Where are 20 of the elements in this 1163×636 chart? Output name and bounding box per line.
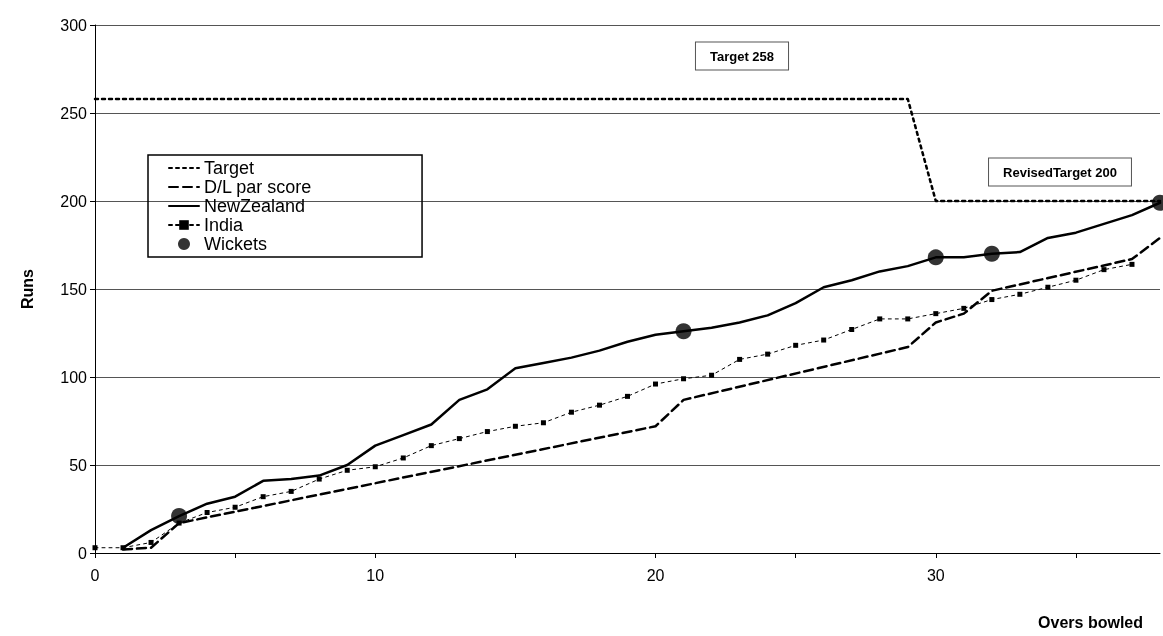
y-tick-label: 250 (60, 104, 88, 122)
legend-label: D/L par score (204, 177, 312, 197)
y-axis-title: Runs (18, 268, 36, 309)
annotation: Target 258 (709, 48, 775, 64)
x-tick-label: 30 (926, 566, 945, 584)
x-tick-label: 20 (646, 566, 665, 584)
annotation: RevisedTarget 200 (1003, 164, 1117, 180)
y-tick-label: 200 (60, 192, 88, 210)
y-tick-label: 50 (69, 456, 88, 474)
x-tick-label: 0 (90, 566, 100, 584)
legend-label: NewZealand (204, 196, 306, 216)
x-tick-label: 10 (366, 566, 385, 584)
y-tick-label: 150 (60, 280, 88, 298)
x-axis-title: Overs bowled (1038, 613, 1143, 631)
legend-label: India (204, 215, 245, 235)
y-tick-label: 100 (60, 368, 88, 386)
legend-label: Target (204, 158, 255, 178)
y-tick-label: 0 (78, 544, 88, 562)
y-tick-label: 300 (60, 16, 88, 34)
legend-label: Wickets (204, 234, 267, 254)
